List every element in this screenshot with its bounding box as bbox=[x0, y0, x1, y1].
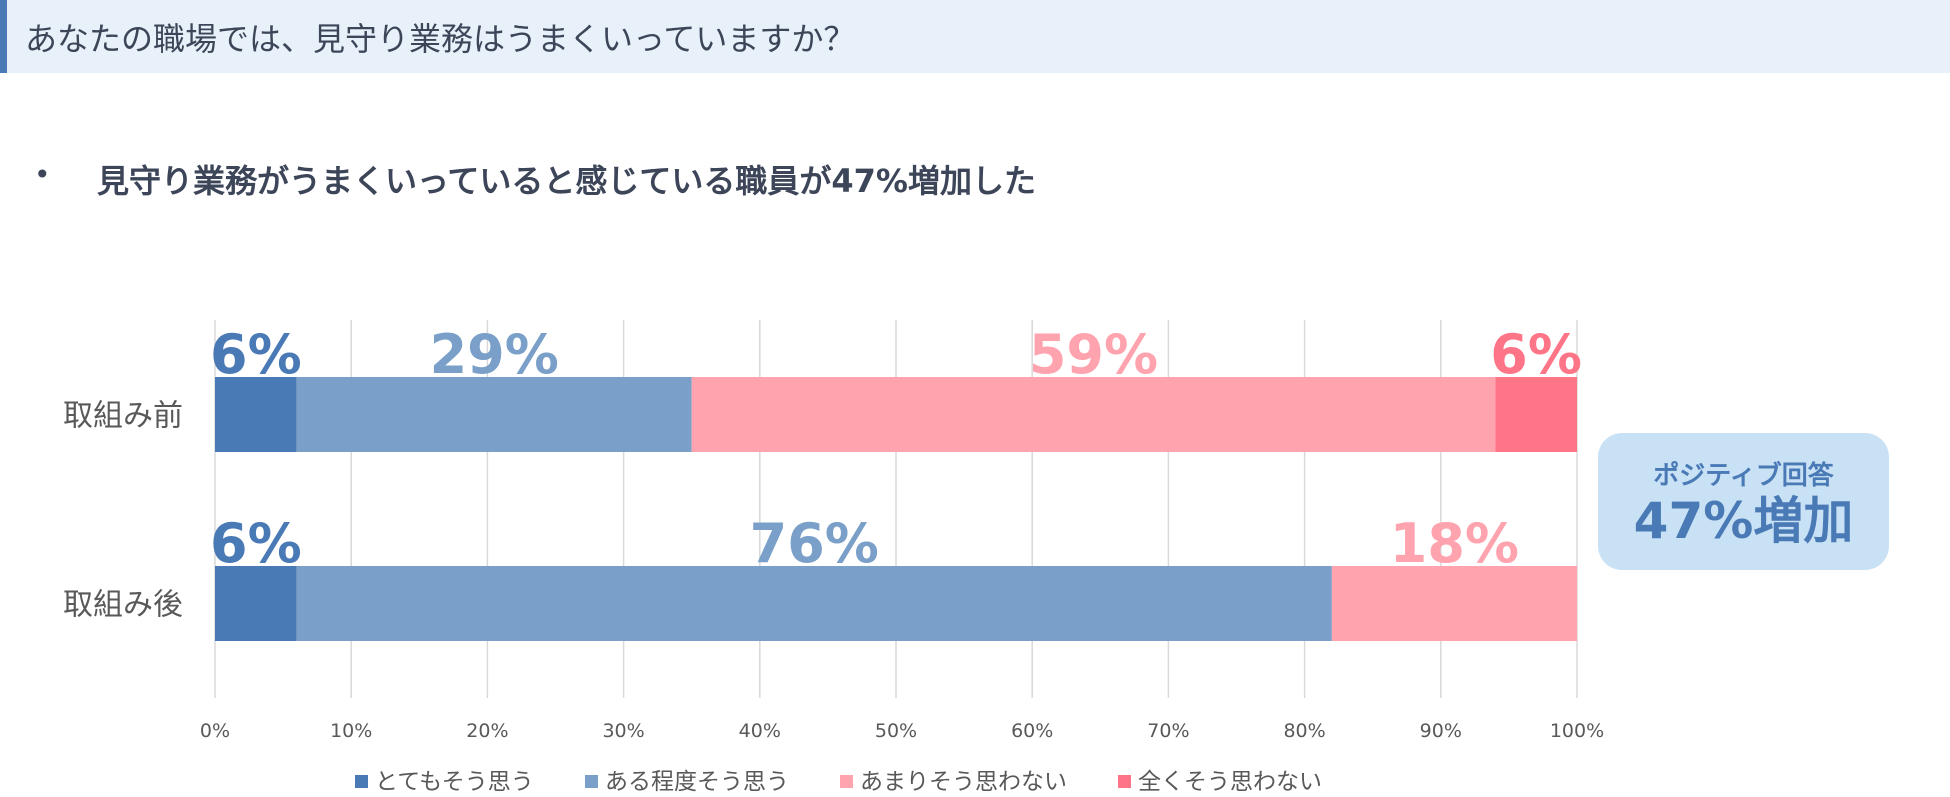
x-tick-label: 60% bbox=[1011, 720, 1053, 742]
legend-label: ある程度そう思う bbox=[605, 769, 789, 795]
bar-segment bbox=[1331, 566, 1577, 641]
legend-swatch bbox=[585, 775, 598, 788]
data-label: 6% bbox=[1490, 323, 1582, 386]
bar-segment bbox=[296, 566, 1332, 641]
legend-swatch bbox=[1118, 775, 1131, 788]
bullet-marker: • bbox=[34, 158, 51, 191]
data-label: 18% bbox=[1390, 512, 1519, 575]
grid-layer bbox=[214, 320, 1578, 698]
x-tick-label: 20% bbox=[466, 720, 508, 742]
legend-label: とてもそう思う bbox=[375, 769, 534, 795]
callout-label: ポジティブ回答 bbox=[1653, 461, 1834, 491]
data-label: 6% bbox=[210, 512, 302, 575]
data-label: 6% bbox=[210, 323, 302, 386]
headline-text: 見守り業務がうまくいっていると感じている職員が47%増加した bbox=[97, 162, 1036, 200]
bar-segment bbox=[215, 566, 297, 641]
x-tick-label: 0% bbox=[200, 720, 230, 742]
bar-segment bbox=[296, 377, 692, 452]
x-tick-label: 80% bbox=[1283, 720, 1325, 742]
bar-segment bbox=[215, 377, 297, 452]
category-label: 取組み後 bbox=[63, 588, 183, 623]
x-tick-label: 100% bbox=[1550, 720, 1604, 742]
callout-value: 47%増加 bbox=[1633, 492, 1854, 550]
legend-swatch bbox=[840, 775, 853, 788]
bar-layer bbox=[215, 377, 1577, 641]
header-bar: あなたの職場では、見守り業務はうまくいっていますか？ bbox=[0, 0, 1950, 73]
x-tick-label: 90% bbox=[1420, 720, 1462, 742]
x-tick-label: 50% bbox=[875, 720, 917, 742]
x-tick-label: 40% bbox=[739, 720, 781, 742]
legend-label: 全くそう思わない bbox=[1138, 769, 1322, 795]
label-layer: 6% 29% 59% 6% 6% 76% 18% bbox=[210, 323, 1582, 575]
x-tick-label: 70% bbox=[1147, 720, 1189, 742]
bar-segment bbox=[1495, 377, 1577, 452]
tick-layer: 0% 10% 20% 30% 40% 50% 60% 70% 80% 90% 100% bbox=[200, 720, 1604, 742]
category-label: 取組み前 bbox=[63, 399, 183, 434]
legend-layer: とてもそう思う ある程度そう思う あまりそう思わない 全くそう思わない bbox=[355, 769, 1322, 795]
legend-swatch bbox=[355, 775, 368, 788]
data-label: 29% bbox=[430, 323, 559, 386]
data-label: 76% bbox=[750, 512, 879, 575]
bar-segment bbox=[691, 377, 1496, 452]
positive-callout: ポジティブ回答 47%増加 bbox=[1598, 433, 1889, 570]
x-tick-label: 10% bbox=[330, 720, 372, 742]
page-title: あなたの職場では、見守り業務はうまくいっていますか？ bbox=[25, 20, 856, 58]
data-label: 59% bbox=[1029, 323, 1158, 386]
x-tick-label: 30% bbox=[602, 720, 644, 742]
legend-label: あまりそう思わない bbox=[860, 769, 1067, 795]
